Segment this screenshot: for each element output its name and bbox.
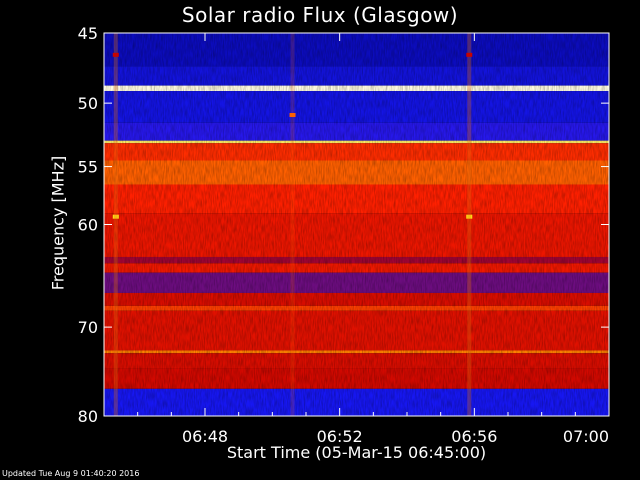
x-tick-label-07:00: 07:00 (563, 427, 609, 446)
x-tick-label-06:52: 06:52 (317, 427, 363, 446)
chart-title: Solar radio Flux (Glasgow) (181, 3, 459, 27)
burst-streak-1 (467, 33, 472, 416)
burst-features (112, 33, 473, 416)
x-axis-label: Start Time (05-Mar-15 06:45:00) (226, 443, 487, 462)
burst-streak-0 (113, 33, 118, 416)
y-axis-label: Frequency [MHz] (48, 155, 68, 291)
y-tick-label-70: 70 (78, 318, 98, 337)
axes: 45 50 55 60 70 80 06:48 06:52 06:56 07:00 (78, 24, 610, 446)
y-tick-label-60: 60 (78, 216, 98, 235)
burst-spot-4 (289, 113, 296, 118)
heatmap-noise-overlay (104, 33, 609, 416)
updated-timestamp: Updated Tue Aug 9 01:40:20 2016 (2, 469, 140, 478)
burst-spot-3 (466, 52, 473, 57)
y-tick-label-45: 45 (78, 24, 98, 43)
burst-streak-2 (113, 33, 118, 416)
burst-spot-2 (112, 52, 119, 57)
y-tick-label-80: 80 (78, 407, 98, 426)
burst-streak-3 (467, 33, 472, 416)
y-tick-label-50: 50 (78, 94, 98, 113)
x-tick-label-06:56: 06:56 (451, 427, 497, 446)
burst-spot-0 (112, 214, 119, 219)
x-tick-label-06:48: 06:48 (182, 427, 228, 446)
burst-streak-4 (290, 33, 295, 416)
burst-spot-1 (466, 214, 473, 219)
y-tick-label-55: 55 (78, 158, 98, 177)
